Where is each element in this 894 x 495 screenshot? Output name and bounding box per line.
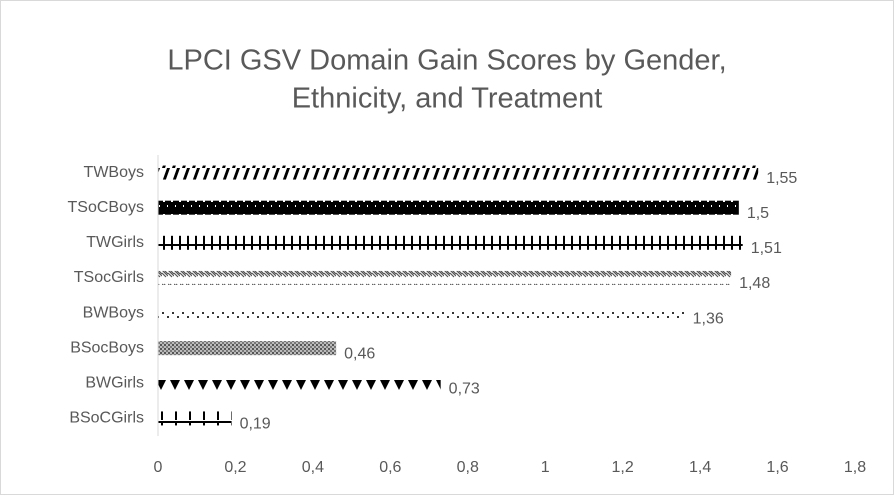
- bar: [158, 165, 759, 180]
- data-label: 1,5: [747, 205, 769, 222]
- y-tick-label: TSoCBoys: [68, 199, 144, 216]
- y-tick-label: TWGirls: [86, 234, 144, 251]
- data-label: 1,48: [739, 275, 770, 292]
- bar: [158, 235, 743, 250]
- x-tick-label: 1,4: [689, 459, 711, 476]
- y-tick-label: BSoCGirls: [69, 410, 144, 427]
- x-tick-label: 0,6: [379, 459, 401, 476]
- x-tick-label: 0,2: [224, 459, 246, 476]
- chart-title: LPCI GSV Domain Gain Scores by Gender,: [167, 45, 726, 77]
- data-label: 1,55: [766, 170, 797, 187]
- x-tick-label: 0: [154, 459, 163, 476]
- y-tick-label: BWGirls: [85, 375, 144, 392]
- y-tick-label: TSocGirls: [74, 269, 144, 286]
- bar: [158, 341, 337, 356]
- bar: [158, 270, 732, 285]
- x-tick-label: 0,4: [302, 459, 324, 476]
- x-tick-label: 1,2: [612, 459, 634, 476]
- x-tick-label: 1,8: [844, 459, 866, 476]
- bar: [158, 376, 441, 391]
- y-tick-label: TWBoys: [84, 164, 144, 181]
- bar: [158, 306, 685, 321]
- chart-title: Ethnicity, and Treatment: [292, 83, 603, 115]
- y-tick-label: BSocBoys: [70, 339, 144, 356]
- x-tick-label: 0,8: [457, 459, 479, 476]
- x-tick-label: 1: [541, 459, 550, 476]
- data-label: 0,46: [344, 345, 375, 362]
- x-tick-label: 1,6: [766, 459, 788, 476]
- bar: [158, 411, 232, 426]
- bar: [158, 200, 739, 215]
- data-label: 0,19: [240, 416, 271, 433]
- data-label: 1,36: [693, 310, 724, 327]
- y-tick-label: BWBoys: [83, 304, 144, 321]
- data-label: 0,73: [449, 381, 480, 398]
- data-label: 1,51: [751, 240, 782, 257]
